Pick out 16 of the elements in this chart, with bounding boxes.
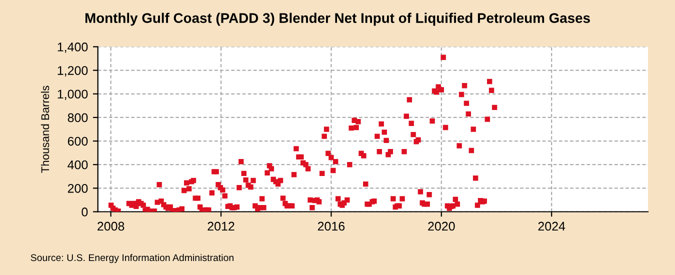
y-tick-label: 400 [68,160,88,170]
x-tick-label: 2008 [98,222,124,231]
y-tick-label: 1,000 [58,90,88,100]
y-tick-label: 1,400 [58,42,88,53]
y-tick-label: 800 [68,113,88,122]
y-axis-title: Thousand Barrels [40,86,50,173]
y-tick-label: 1,200 [58,66,88,76]
source-note: Source: U.S. Energy Information Administration [30,254,234,264]
y-tick-label: 600 [68,136,88,146]
x-tick-label: 2020 [428,222,455,231]
x-tick-label: 2012 [208,222,234,231]
chart-title: Monthly Gulf Coast (PADD 3) Blender Net Input of Liquified Petroleum Gases [85,12,590,26]
y-tick-label: 0 [82,208,88,216]
x-tick-label: 2016 [318,222,345,231]
y-tick-label: 200 [68,184,88,193]
x-tick-label: 2024 [538,222,566,231]
